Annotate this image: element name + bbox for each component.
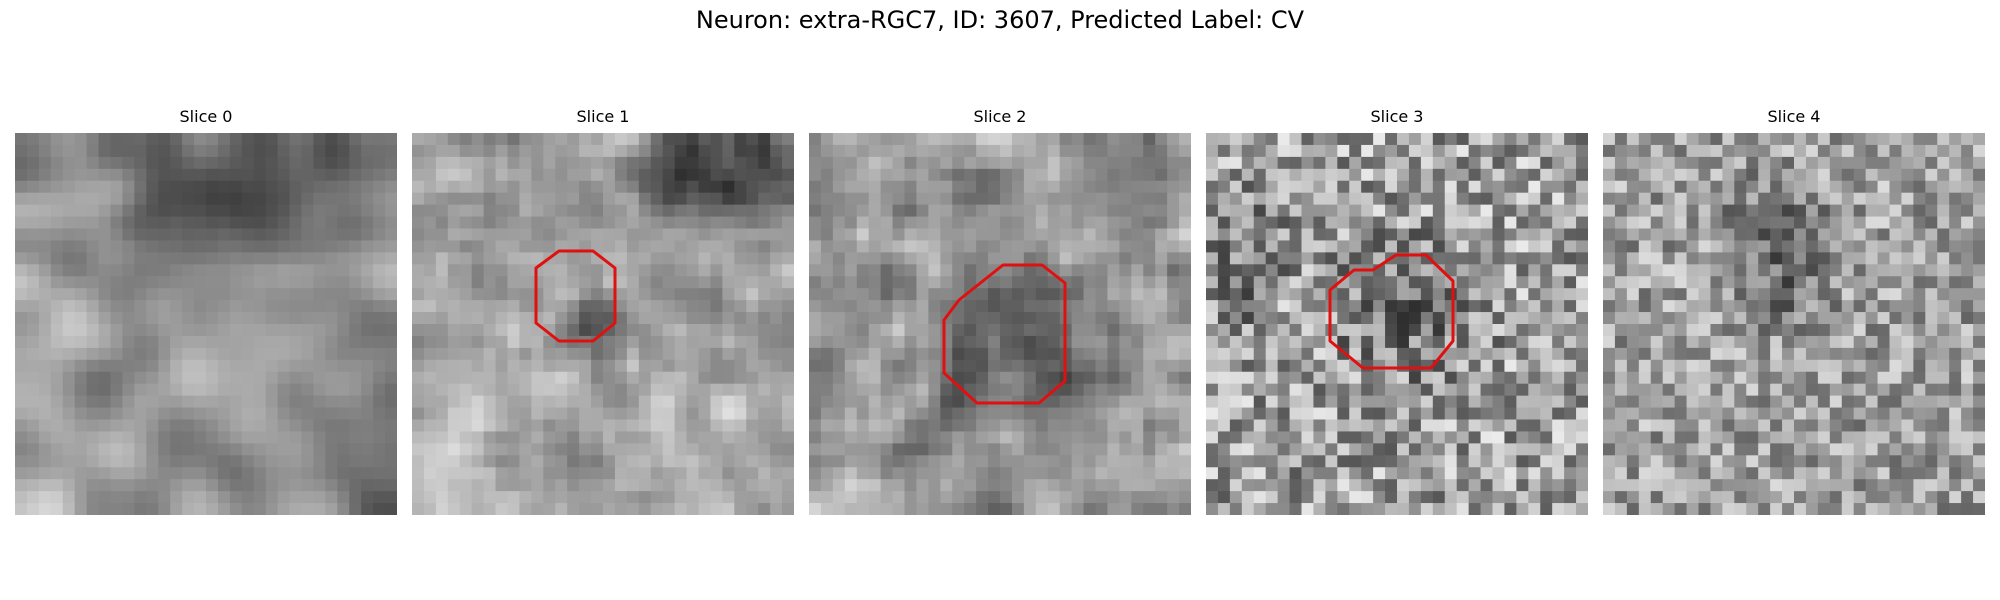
- slice-image: [809, 133, 1191, 515]
- slice-title: Slice 1: [576, 107, 630, 126]
- slice-title: Slice 3: [1370, 107, 1424, 126]
- slice-title: Slice 2: [973, 107, 1027, 126]
- slice-image: [412, 133, 794, 515]
- roi-outline: [534, 249, 617, 343]
- slice-image: [15, 133, 397, 515]
- roi-outline: [1328, 253, 1455, 370]
- slice-title: Slice 0: [179, 107, 233, 126]
- slice-title: Slice 4: [1767, 107, 1821, 126]
- slice-image: [1603, 133, 1985, 515]
- figure-title: Neuron: extra-RGC7, ID: 3607, Predicted …: [695, 6, 1305, 34]
- roi-outline: [942, 263, 1067, 405]
- slice-image: [1206, 133, 1588, 515]
